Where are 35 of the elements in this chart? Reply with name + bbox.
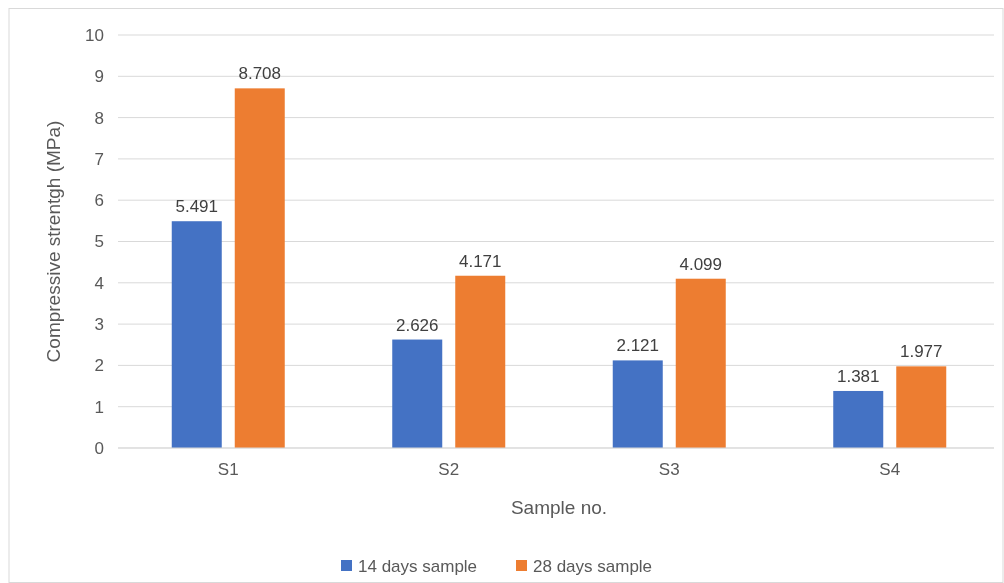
data-label: 1.381 <box>836 366 880 386</box>
data-label: 4.099 <box>679 254 723 274</box>
bar <box>455 275 506 448</box>
bar <box>612 360 663 448</box>
y-tick-label: 6 <box>94 191 104 211</box>
data-label: 8.708 <box>238 64 282 84</box>
x-tick-label: S1 <box>217 460 239 479</box>
y-tick-label: 4 <box>94 273 104 293</box>
bar <box>234 88 285 448</box>
data-label: 5.491 <box>175 197 219 217</box>
data-label: 1.977 <box>899 342 943 362</box>
bar <box>833 390 884 448</box>
y-tick-label: 10 <box>85 25 104 45</box>
x-tick-label: S2 <box>438 460 460 479</box>
y-tick-label: 5 <box>94 232 104 252</box>
data-label: 4.171 <box>458 251 502 271</box>
y-tick-label: 2 <box>94 356 104 376</box>
y-tick-label: 9 <box>94 67 104 87</box>
legend-label: 14 days sample <box>358 556 478 576</box>
y-tick-label: 7 <box>94 149 104 169</box>
y-tick-label: 1 <box>94 397 104 417</box>
y-axis-title: Compressive strentgh (MPa) <box>43 120 64 363</box>
bar <box>171 221 222 448</box>
y-tick-label: 8 <box>94 108 104 128</box>
data-label: 2.121 <box>616 336 660 356</box>
x-axis-title: Sample no. <box>510 497 608 518</box>
y-tick-label: 3 <box>94 315 104 335</box>
bar <box>896 366 947 448</box>
bar <box>392 339 443 448</box>
y-tick-label: 0 <box>94 438 104 458</box>
bar <box>675 278 726 448</box>
x-tick-label: S3 <box>658 460 680 479</box>
data-label: 2.626 <box>395 315 439 335</box>
x-tick-label: S4 <box>879 460 901 479</box>
legend-label: 28 days sample <box>533 556 653 576</box>
